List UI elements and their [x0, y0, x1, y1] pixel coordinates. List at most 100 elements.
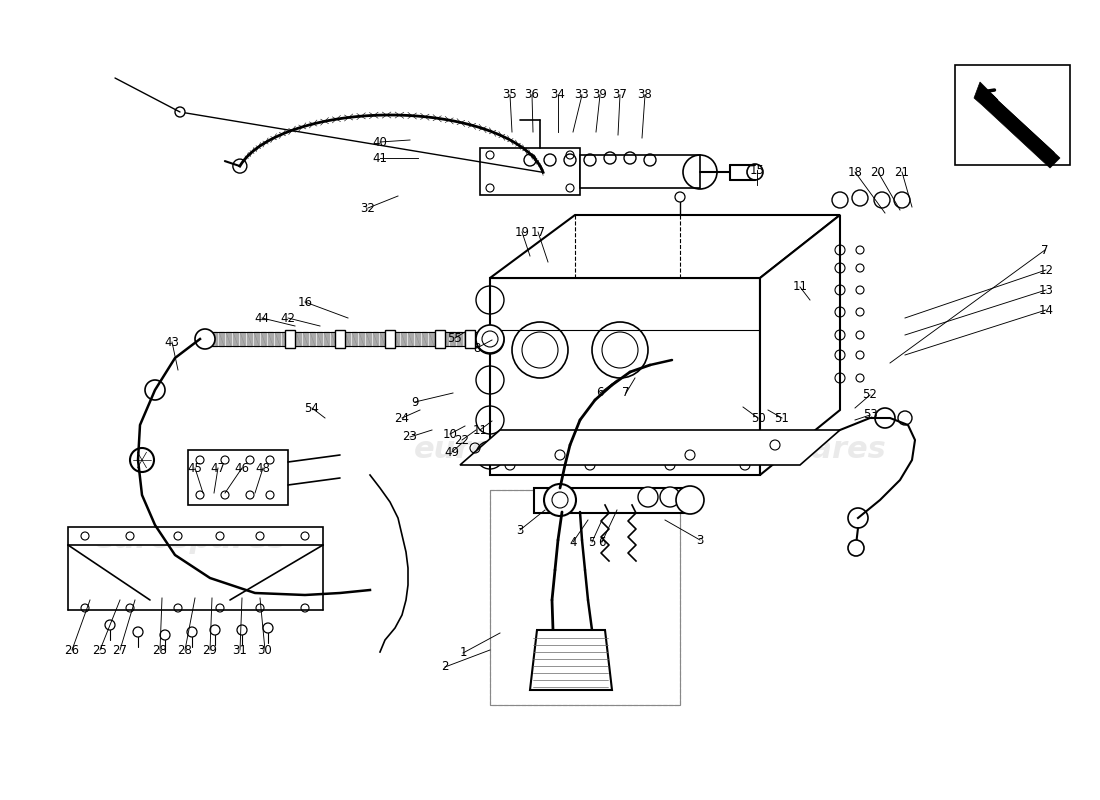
Polygon shape	[379, 332, 385, 346]
Polygon shape	[460, 430, 840, 465]
Polygon shape	[456, 332, 462, 346]
Text: 2: 2	[441, 661, 449, 674]
Text: 25: 25	[92, 643, 108, 657]
Polygon shape	[261, 332, 266, 346]
Polygon shape	[338, 332, 343, 346]
Circle shape	[133, 627, 143, 637]
Polygon shape	[429, 332, 434, 346]
Bar	[336, 330, 345, 348]
Text: 1: 1	[460, 646, 466, 659]
Circle shape	[104, 620, 116, 630]
Text: 42: 42	[280, 311, 296, 325]
Text: eurospares: eurospares	[94, 526, 286, 554]
Text: 16: 16	[297, 295, 312, 309]
Polygon shape	[289, 332, 294, 346]
Polygon shape	[436, 332, 441, 346]
Text: 21: 21	[894, 166, 910, 178]
Text: 35: 35	[503, 89, 517, 102]
Polygon shape	[254, 332, 258, 346]
Text: eurospares: eurospares	[694, 435, 887, 465]
Text: 54: 54	[305, 402, 319, 414]
Text: 22: 22	[454, 434, 470, 446]
Text: 11: 11	[792, 281, 807, 294]
Text: 34: 34	[551, 89, 565, 102]
Polygon shape	[471, 332, 476, 346]
Circle shape	[666, 460, 675, 470]
Text: 19: 19	[515, 226, 529, 238]
Polygon shape	[248, 332, 252, 346]
Circle shape	[676, 486, 704, 514]
Polygon shape	[317, 332, 322, 346]
Text: 12: 12	[1038, 263, 1054, 277]
Polygon shape	[974, 82, 1060, 168]
Bar	[188, 450, 288, 505]
Polygon shape	[275, 332, 280, 346]
Circle shape	[263, 623, 273, 633]
Polygon shape	[352, 332, 358, 346]
Circle shape	[476, 325, 504, 353]
Polygon shape	[212, 332, 217, 346]
Polygon shape	[240, 332, 245, 346]
Polygon shape	[478, 332, 483, 346]
Text: 14: 14	[1038, 303, 1054, 317]
Circle shape	[175, 107, 185, 117]
Bar	[434, 330, 446, 348]
Polygon shape	[443, 332, 448, 346]
Text: 26: 26	[65, 643, 79, 657]
Text: 36: 36	[525, 89, 539, 102]
Text: 49: 49	[444, 446, 460, 458]
Polygon shape	[480, 148, 580, 195]
Text: 46: 46	[234, 462, 250, 474]
Text: 50: 50	[750, 411, 766, 425]
Circle shape	[585, 460, 595, 470]
Text: 51: 51	[774, 411, 790, 425]
Circle shape	[638, 487, 658, 507]
Polygon shape	[490, 215, 840, 278]
Text: eurospares: eurospares	[414, 435, 606, 465]
Polygon shape	[226, 332, 231, 346]
Polygon shape	[310, 332, 315, 346]
Bar	[68, 527, 323, 545]
Polygon shape	[530, 630, 612, 690]
Polygon shape	[402, 332, 406, 346]
Bar	[490, 490, 680, 705]
Polygon shape	[205, 332, 210, 346]
Text: 7: 7	[623, 386, 629, 399]
Polygon shape	[296, 332, 301, 346]
Polygon shape	[219, 332, 224, 346]
Bar	[285, 330, 295, 348]
Text: 27: 27	[112, 643, 128, 657]
Circle shape	[660, 487, 680, 507]
Text: 9: 9	[411, 395, 419, 409]
Text: 15: 15	[749, 163, 764, 177]
Polygon shape	[345, 332, 350, 346]
Text: 5: 5	[588, 535, 596, 549]
Polygon shape	[760, 215, 840, 475]
Circle shape	[130, 448, 154, 472]
Text: 33: 33	[574, 89, 590, 102]
Bar	[534, 488, 694, 513]
Circle shape	[505, 460, 515, 470]
Polygon shape	[490, 278, 760, 475]
Polygon shape	[373, 332, 378, 346]
Text: 38: 38	[638, 89, 652, 102]
Text: 48: 48	[255, 462, 271, 474]
Bar	[465, 330, 475, 348]
Text: 7: 7	[1042, 243, 1048, 257]
Circle shape	[675, 192, 685, 202]
Polygon shape	[387, 332, 392, 346]
Circle shape	[236, 625, 248, 635]
Text: 37: 37	[613, 89, 627, 102]
Text: 39: 39	[593, 89, 607, 102]
Circle shape	[544, 484, 576, 516]
Circle shape	[482, 331, 498, 347]
Polygon shape	[268, 332, 273, 346]
Text: 29: 29	[202, 643, 218, 657]
Text: 6: 6	[596, 386, 604, 399]
Text: 45: 45	[188, 462, 202, 474]
Text: 4: 4	[570, 535, 576, 549]
Text: 31: 31	[232, 643, 248, 657]
Text: 28: 28	[177, 643, 192, 657]
Circle shape	[233, 159, 246, 173]
Circle shape	[848, 508, 868, 528]
